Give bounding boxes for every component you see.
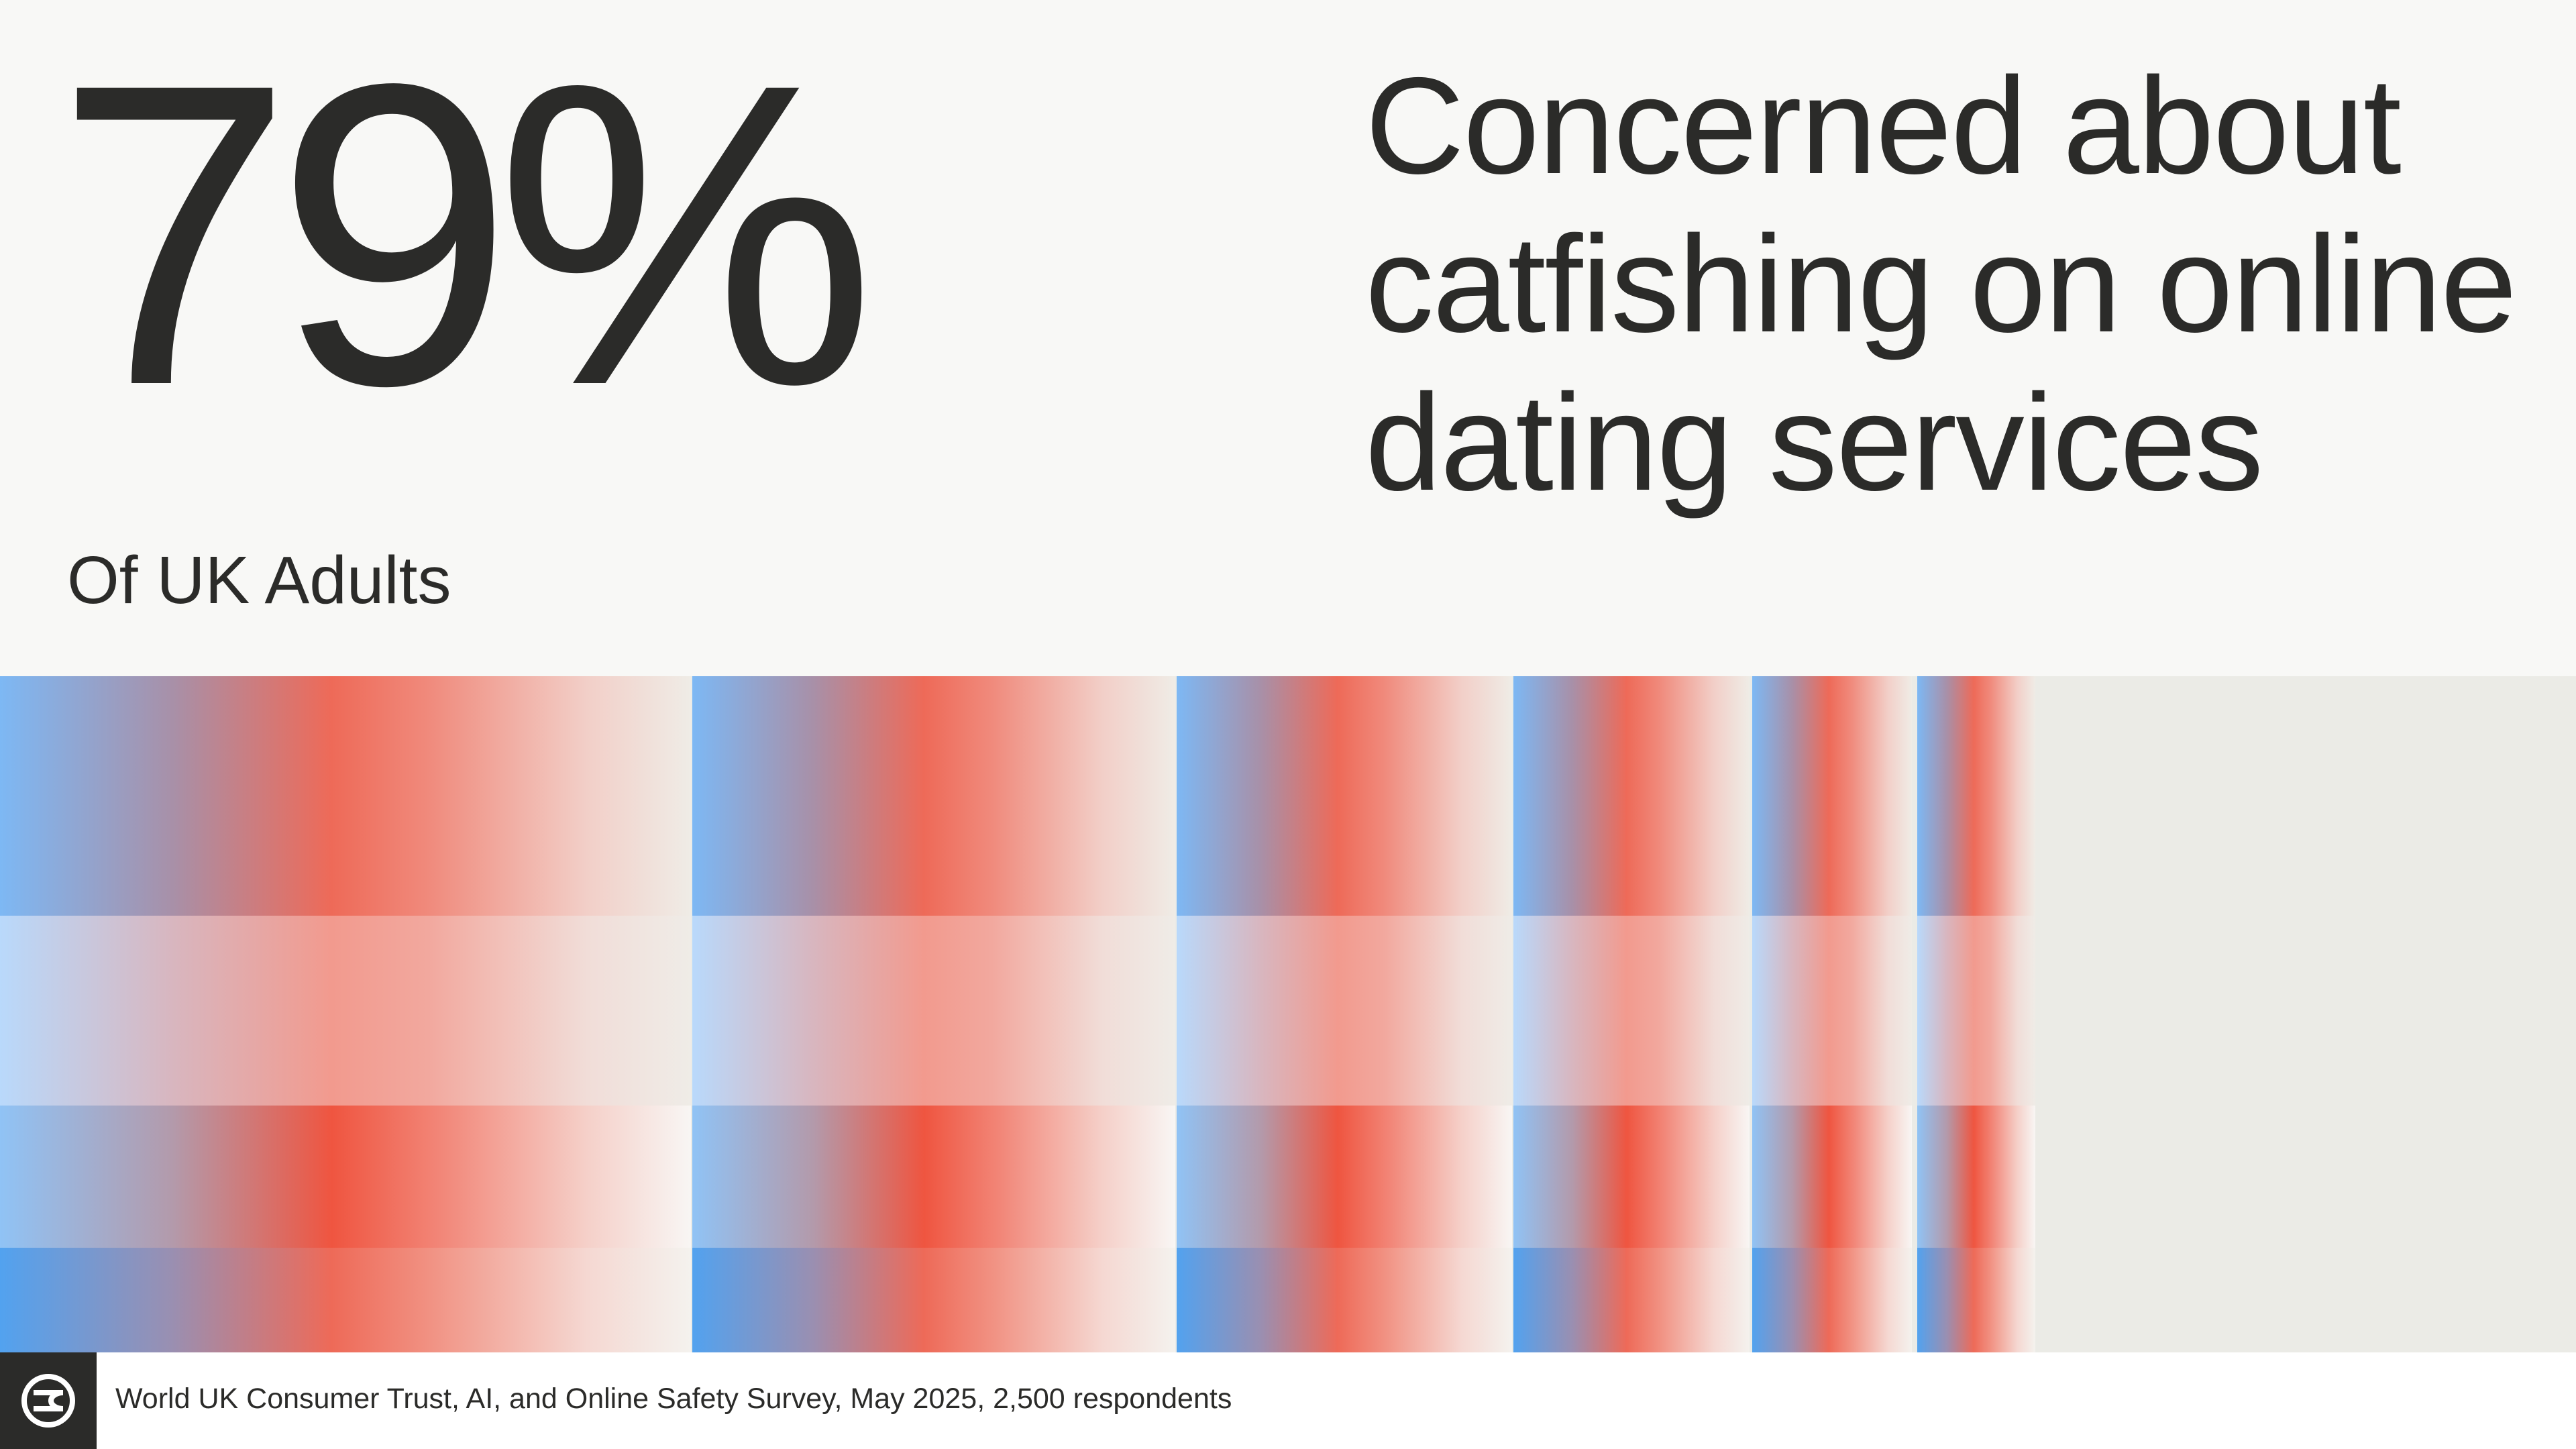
gradient-row	[0, 1106, 691, 1248]
gradient-row	[1177, 1106, 1512, 1248]
gradient-row	[1917, 1106, 2035, 1248]
headline: Concerned about catfishing on online dat…	[1365, 49, 2517, 519]
gradient-row	[1917, 1248, 2035, 1352]
gradient-row	[0, 676, 691, 916]
source-note: World UK Consumer Trust, AI, and Online …	[115, 1383, 1232, 1415]
gradient-block	[1177, 676, 1512, 1352]
gradient-row	[0, 916, 691, 1106]
gradient-row	[1752, 916, 1912, 1106]
world-logo-icon	[0, 1352, 97, 1449]
gradient-block	[1917, 676, 2035, 1352]
gradient-row	[1513, 676, 1750, 916]
gradient-row	[1177, 1248, 1512, 1352]
gradient-row	[692, 1248, 1175, 1352]
gradient-row	[1917, 676, 2035, 916]
gradient-row	[1752, 1106, 1912, 1248]
gradient-block	[1513, 676, 1750, 1352]
gradient-bands	[0, 676, 2576, 1352]
gradient-row	[1752, 1248, 1912, 1352]
footer: World UK Consumer Trust, AI, and Online …	[0, 1352, 2576, 1449]
gradient-row	[1513, 1248, 1750, 1352]
gradient-row	[1752, 676, 1912, 916]
gradient-row	[692, 916, 1175, 1106]
gradient-row	[1513, 1106, 1750, 1248]
gradient-block	[692, 676, 1175, 1352]
gradient-row	[1917, 916, 2035, 1106]
gradient-row	[1177, 916, 1512, 1106]
gradient-row	[0, 1248, 691, 1352]
stat-value: 79%	[55, 0, 877, 474]
gradient-row	[1177, 676, 1512, 916]
gradient-block	[1752, 676, 1912, 1352]
stat-label: Of UK Adults	[67, 543, 451, 618]
gradient-row	[692, 676, 1175, 916]
gradient-block	[0, 676, 691, 1352]
gradient-row	[1513, 916, 1750, 1106]
gradient-row	[692, 1106, 1175, 1248]
